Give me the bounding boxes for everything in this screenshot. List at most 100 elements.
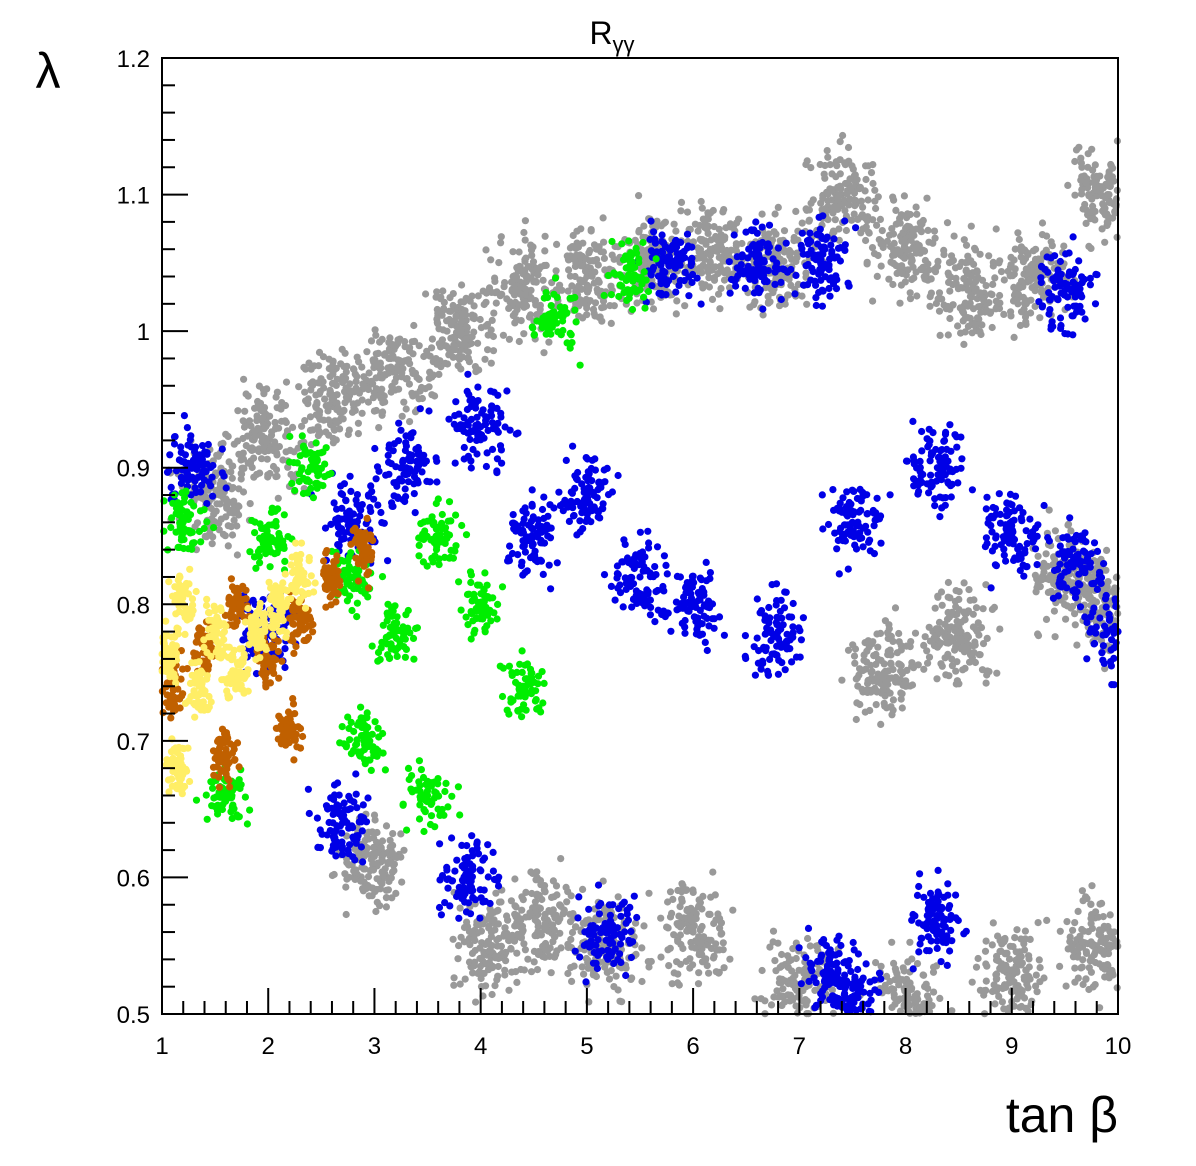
data-point: [1107, 162, 1115, 170]
data-point: [664, 946, 672, 954]
data-point: [850, 652, 859, 660]
data-point: [930, 227, 939, 235]
data-point: [409, 350, 417, 358]
data-point: [908, 255, 916, 263]
data-point: [607, 582, 616, 591]
data-point: [854, 682, 862, 690]
data-point: [972, 604, 981, 612]
data-point: [477, 974, 485, 983]
data-point: [794, 993, 802, 1001]
data-point: [414, 443, 422, 452]
data-point: [346, 472, 354, 480]
data-point: [920, 971, 928, 979]
data-point: [708, 600, 717, 608]
data-point: [1030, 536, 1038, 544]
data-point: [924, 226, 932, 234]
data-point: [900, 967, 908, 975]
data-point: [896, 299, 904, 307]
data-point: [460, 938, 468, 946]
data-point: [340, 376, 348, 385]
data-point: [991, 561, 1000, 569]
data-point: [470, 302, 478, 310]
data-point: [764, 292, 772, 300]
data-point: [886, 231, 894, 239]
data-point: [474, 420, 482, 428]
data-point: [923, 194, 931, 202]
data-point: [301, 365, 310, 373]
data-point: [979, 605, 987, 613]
data-point: [940, 437, 949, 445]
data-point: [852, 545, 861, 553]
data-point: [1101, 965, 1109, 973]
data-point: [850, 508, 858, 516]
data-point: [897, 281, 906, 289]
data-point: [307, 365, 315, 373]
data-point: [635, 226, 643, 235]
data-point: [343, 875, 351, 883]
data-point: [832, 173, 840, 181]
data-point: [676, 573, 685, 581]
data-point: [632, 587, 641, 595]
data-point: [251, 404, 259, 412]
data-point: [487, 387, 495, 395]
data-point: [586, 484, 594, 492]
data-point: [797, 636, 806, 644]
data-point: [695, 969, 703, 977]
data-point: [585, 470, 593, 478]
data-point: [397, 426, 405, 434]
data-point: [1006, 490, 1015, 498]
data-point: [934, 257, 942, 265]
data-point: [282, 418, 290, 427]
data-point: [426, 368, 434, 376]
data-point: [228, 531, 237, 539]
data-point: [1078, 186, 1086, 194]
data-point: [1104, 578, 1112, 586]
data-point: [258, 433, 266, 441]
data-point: [1042, 550, 1050, 558]
data-point: [464, 370, 472, 378]
data-point: [1026, 515, 1034, 523]
data-point: [941, 654, 949, 662]
data-point: [238, 470, 246, 478]
data-point: [638, 944, 646, 952]
data-point: [1096, 172, 1104, 180]
data-point: [223, 504, 231, 512]
data-point: [316, 387, 324, 395]
data-point: [970, 596, 978, 604]
data-point: [963, 279, 971, 287]
data-point: [418, 468, 426, 476]
data-point: [570, 511, 578, 520]
data-point: [713, 243, 721, 251]
data-point: [972, 963, 981, 971]
data-point: [505, 335, 513, 343]
data-point: [238, 464, 246, 472]
data-point: [514, 930, 522, 938]
data-point: [924, 260, 932, 268]
data-point: [474, 339, 482, 347]
data-point: [338, 535, 346, 544]
data-point: [729, 906, 737, 914]
data-point: [464, 354, 472, 362]
data-point: [198, 442, 207, 450]
data-point: [576, 528, 584, 536]
data-point: [798, 292, 806, 300]
data-point: [454, 955, 462, 963]
data-point: [704, 209, 712, 217]
data-point: [378, 519, 386, 527]
data-point: [982, 505, 990, 513]
data-point: [355, 389, 363, 397]
data-point: [708, 295, 717, 303]
data-point: [844, 565, 852, 573]
data-point: [741, 652, 749, 661]
data-point: [337, 490, 345, 498]
data-point: [449, 333, 457, 341]
data-point: [948, 655, 956, 663]
data-point: [937, 466, 945, 474]
data-point: [786, 997, 794, 1005]
data-point: [864, 162, 872, 170]
data-point: [928, 478, 936, 486]
data-point: [1000, 310, 1008, 318]
data-point: [255, 382, 263, 390]
data-point: [892, 678, 900, 686]
data-point: [363, 348, 371, 356]
